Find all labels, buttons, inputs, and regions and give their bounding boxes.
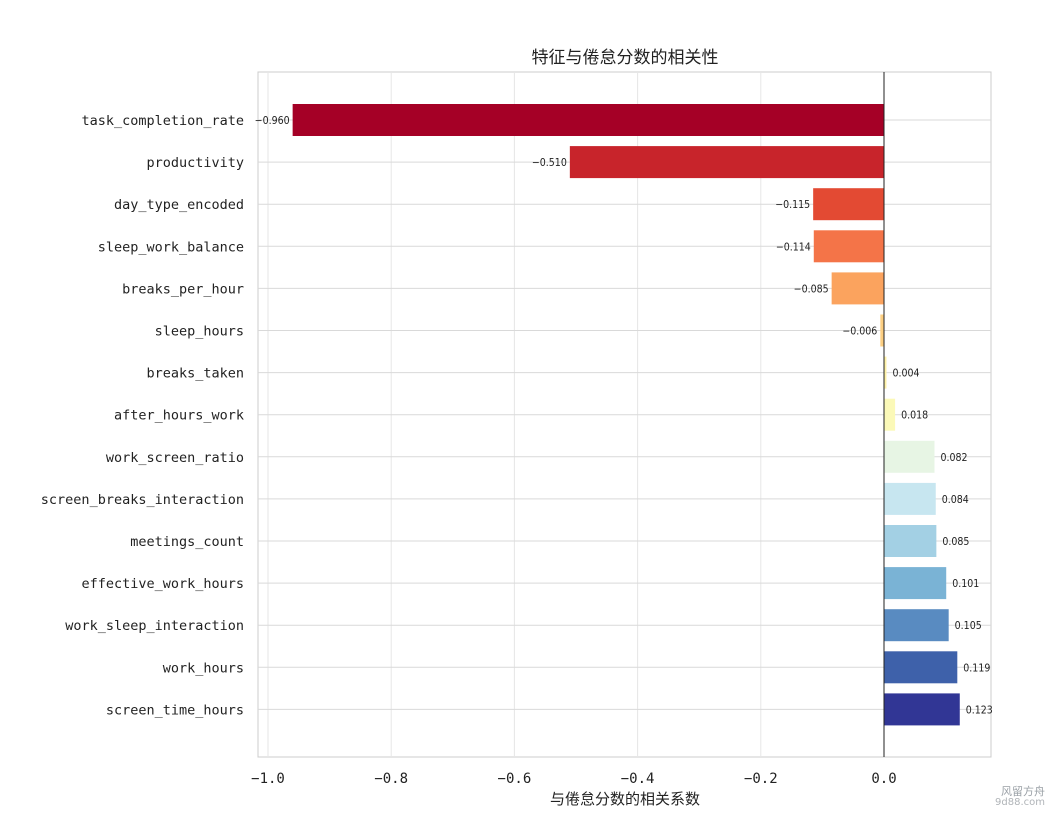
y-tick-label: work_screen_ratio — [106, 450, 244, 466]
y-tick-label: screen_time_hours — [106, 702, 244, 718]
value-labels: −0.960 −0.510 −0.115 −0.114 −0.085 −0.006 0.00… — [255, 115, 993, 716]
value-label: −0.114 — [776, 241, 811, 253]
watermark: 风留方舟 9d88.com — [995, 786, 1045, 808]
value-label: −0.115 — [775, 199, 810, 211]
y-tick-label: breaks_per_hour — [122, 281, 244, 297]
bar — [884, 651, 958, 684]
x-tick-labels: −1.0 −0.8 −0.6 −0.4 −0.2 0.0 — [251, 771, 897, 787]
value-label: 0.085 — [942, 536, 969, 548]
value-label: 0.082 — [941, 452, 968, 464]
bars-layer — [292, 104, 960, 726]
x-axis-label: 与倦怠分数的相关系数 — [550, 790, 700, 808]
value-label: −0.510 — [532, 157, 567, 169]
bar — [884, 525, 937, 557]
value-label: 0.119 — [963, 662, 990, 674]
bar — [292, 104, 884, 136]
bar — [831, 272, 884, 305]
bar — [884, 609, 949, 642]
y-tick-label: work_sleep_interaction — [65, 618, 244, 634]
x-tick-label: −0.8 — [374, 771, 408, 787]
bar — [884, 398, 896, 431]
y-tick-label: effective_work_hours — [81, 576, 244, 592]
y-tick-label: day_type_encoded — [114, 197, 244, 213]
bar — [880, 314, 884, 347]
value-label: 0.004 — [892, 368, 919, 380]
y-tick-label: work_hours — [163, 660, 244, 676]
y-tick-label: sleep_hours — [155, 324, 244, 340]
watermark-line2: 9d88.com — [995, 796, 1045, 808]
bar — [569, 146, 884, 179]
bar — [813, 188, 884, 221]
value-label: −0.085 — [794, 283, 829, 295]
watermark-line1: 风留方舟 — [1001, 785, 1045, 798]
x-tick-label: −0.6 — [498, 771, 532, 787]
value-label: −0.006 — [842, 326, 877, 338]
y-tick-label: sleep_work_balance — [98, 239, 244, 255]
y-tick-label: after_hours_work — [114, 408, 244, 424]
x-tick-label: −1.0 — [251, 771, 285, 787]
y-tick-labels: task_completion_rate productivity day_type… — [41, 113, 244, 718]
bar — [884, 482, 936, 515]
bar — [884, 693, 960, 726]
value-label: 0.105 — [955, 620, 982, 632]
x-tick-label: −0.2 — [744, 771, 778, 787]
y-tick-label: breaks_taken — [146, 366, 244, 382]
bar — [884, 356, 887, 389]
y-tick-label: task_completion_rate — [81, 113, 244, 129]
y-tick-label: screen_breaks_interaction — [41, 492, 244, 508]
x-tick-label: 0.0 — [871, 771, 896, 787]
bar — [813, 230, 884, 263]
value-label: 0.084 — [942, 494, 969, 506]
bar — [884, 440, 935, 473]
value-label: 0.101 — [952, 578, 979, 590]
y-tick-label: meetings_count — [130, 534, 244, 550]
chart-title: 特征与倦怠分数的相关性 — [532, 48, 719, 68]
bar — [884, 567, 947, 600]
y-tick-label: productivity — [146, 155, 244, 171]
value-label: 0.018 — [901, 410, 928, 422]
value-label: −0.960 — [255, 115, 290, 127]
x-tick-label: −0.4 — [621, 771, 655, 787]
value-label: 0.123 — [966, 704, 993, 716]
